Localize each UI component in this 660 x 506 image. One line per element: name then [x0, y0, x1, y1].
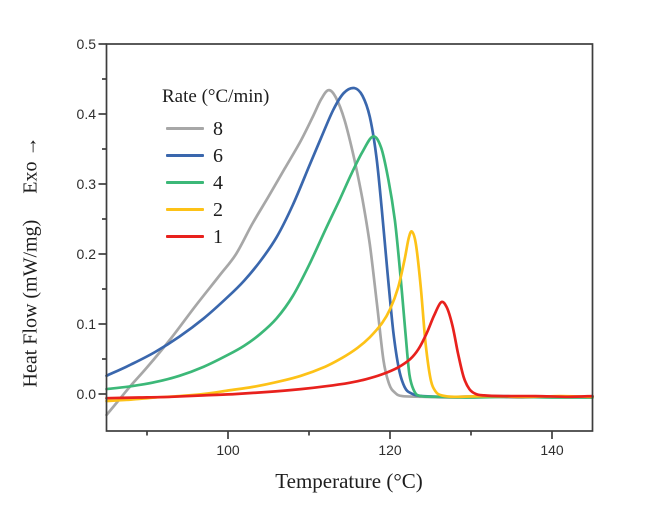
- curve-rate-4: [105, 135, 594, 399]
- legend-swatch-rate-1: [166, 235, 204, 238]
- plot-frame: [105, 43, 594, 432]
- y-tick-label-0.3: 0.3: [76, 176, 96, 192]
- legend-item-rate-8: 8: [162, 115, 269, 142]
- curve-rate-6: [105, 86, 594, 399]
- y-axis-title-text: Heat Flow (mW/mg): [19, 219, 42, 388]
- legend-swatch-rate-8: [166, 127, 204, 130]
- curve-rate-1: [105, 300, 594, 400]
- x-tick-label-140: 140: [540, 442, 564, 458]
- curve-rate-2: [105, 230, 594, 403]
- y-axis-title: Heat Flow (mW/mg) Exo →: [20, 137, 43, 388]
- legend-items: 8 6 4 2 1: [162, 115, 269, 250]
- legend-title: Rate (°C/min): [162, 86, 270, 107]
- y-tick-label-0.5: 0.5: [76, 36, 96, 52]
- legend-item-rate-4: 4: [162, 169, 269, 196]
- legend-swatch-rate-2: [166, 208, 204, 211]
- legend-label-rate-1: 1: [213, 225, 223, 248]
- y-tick-label-0.4: 0.4: [76, 106, 96, 122]
- y-tick-label-0.0: 0.0: [76, 386, 96, 402]
- legend-swatch-rate-6: [166, 154, 204, 157]
- x-axis-title: Temperature (°C): [275, 469, 423, 493]
- legend-label-rate-6: 6: [213, 144, 223, 167]
- legend-item-rate-6: 6: [162, 142, 269, 169]
- dsc-curves: [105, 86, 594, 417]
- legend-label-rate-2: 2: [213, 198, 223, 221]
- exo-direction-label: Exo →: [19, 136, 42, 194]
- legend-label-rate-4: 4: [213, 171, 223, 194]
- legend-swatch-rate-4: [166, 181, 204, 184]
- legend-item-rate-1: 1: [162, 223, 269, 250]
- y-tick-label-0.1: 0.1: [76, 316, 96, 332]
- y-tick-label-0.2: 0.2: [76, 246, 96, 262]
- legend-item-rate-2: 2: [162, 196, 269, 223]
- legend-label-rate-8: 8: [213, 117, 223, 140]
- legend: Rate (°C/min) 8 6 4 2 1: [162, 86, 269, 250]
- x-tick-label-100: 100: [216, 442, 240, 458]
- x-tick-label-120: 120: [378, 442, 402, 458]
